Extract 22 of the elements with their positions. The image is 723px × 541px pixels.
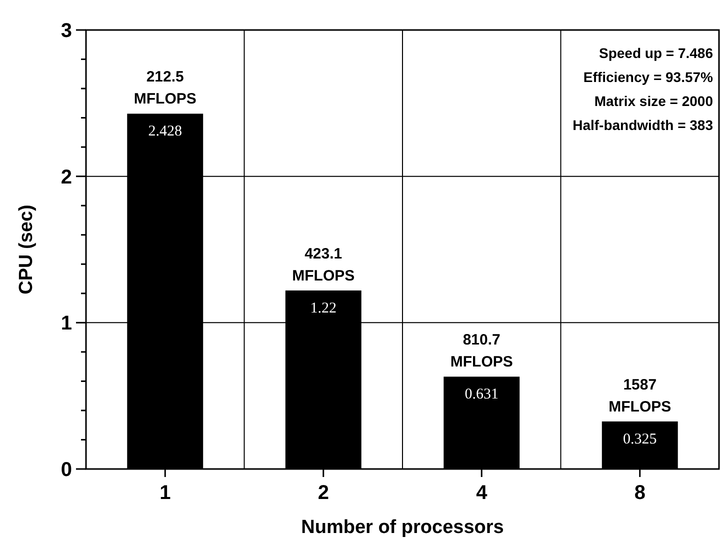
- x-tick-label: 1: [160, 482, 171, 504]
- annotation: 423.1 MFLOPS: [292, 245, 355, 284]
- data-label: 0.631: [464, 386, 498, 403]
- y-tick-label: 3: [60, 20, 72, 42]
- annotation: Speed up = 7.486: [599, 45, 714, 61]
- y-tick-label: 1: [60, 312, 72, 335]
- x-tick-label: 8: [634, 482, 646, 504]
- y-tick-label: 0: [60, 459, 72, 481]
- annotation: 212.5 MFLOPS: [134, 68, 196, 108]
- x-tick-label: 4: [476, 482, 488, 504]
- data-label: 0.325: [623, 431, 657, 448]
- y-axis-title: CPU (sec): [16, 204, 37, 294]
- data-label: 1.22: [310, 300, 336, 316]
- annotation: Matrix size = 2000: [594, 93, 714, 109]
- x-axis-title: Number of processors: [301, 517, 504, 538]
- data-label: 2.428: [148, 124, 182, 140]
- x-tick-label: 2: [318, 482, 329, 504]
- y-tick-label: 2: [60, 166, 72, 188]
- annotation: Efficiency = 93.57%: [583, 69, 714, 85]
- annotation: 810.7 MFLOPS: [450, 332, 513, 371]
- annotation: Half-bandwidth = 383: [572, 117, 714, 133]
- annotation: 1587 MFLOPS: [608, 376, 672, 416]
